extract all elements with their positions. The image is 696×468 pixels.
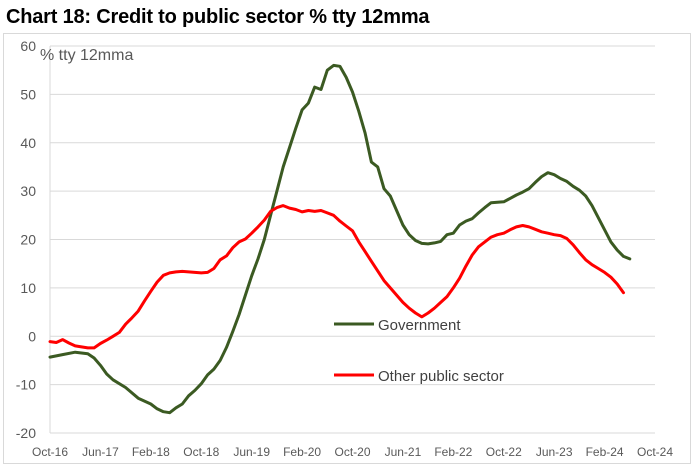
series-line bbox=[48, 63, 632, 415]
x-tick-label: Feb-24 bbox=[586, 445, 624, 459]
y-tick-label: 60 bbox=[20, 38, 36, 54]
y-tick-label: -20 bbox=[16, 425, 36, 441]
x-tick-label: Oct-20 bbox=[334, 445, 370, 459]
y-tick-label: 0 bbox=[28, 328, 36, 344]
x-tick-label: Feb-18 bbox=[132, 445, 170, 459]
x-tick-label: Oct-24 bbox=[637, 445, 673, 459]
legend-label: Other public sector bbox=[378, 368, 504, 385]
title-bar: Chart 18: Credit to public sector % tty … bbox=[0, 0, 696, 32]
x-tick-label: Jun-23 bbox=[536, 445, 573, 459]
y-tick-label: 40 bbox=[20, 135, 36, 151]
series-layer bbox=[48, 63, 632, 415]
y-tick-label: 10 bbox=[20, 280, 36, 296]
y-tick-label: 20 bbox=[20, 232, 36, 248]
chart-title: Chart 18: Credit to public sector % tty … bbox=[6, 6, 430, 28]
y-axis-ticks: 60 50 40 30 20 10 0 -10 -20 bbox=[16, 38, 36, 441]
x-tick-label: Oct-22 bbox=[486, 445, 522, 459]
y-tick-label: 50 bbox=[20, 86, 36, 102]
y-tick-label: -10 bbox=[16, 377, 36, 393]
x-tick-label: Jun-19 bbox=[233, 445, 270, 459]
x-tick-label: Oct-16 bbox=[32, 445, 68, 459]
y-tick-label: 30 bbox=[20, 183, 36, 199]
x-tick-label: Jun-21 bbox=[385, 445, 422, 459]
x-axis-ticks: Oct-16 Jun-17 Feb-18 Oct-18 Jun-19 Feb-20 Oct-… bbox=[32, 445, 673, 459]
series-line bbox=[48, 204, 625, 350]
legend: Government Other public sector bbox=[334, 317, 504, 385]
legend-label: Government bbox=[378, 317, 461, 334]
x-tick-label: Feb-20 bbox=[283, 445, 321, 459]
x-tick-label: Jun-17 bbox=[82, 445, 119, 459]
gridlines bbox=[49, 45, 655, 434]
x-tick-label: Feb-22 bbox=[434, 445, 472, 459]
x-tick-label: Oct-18 bbox=[183, 445, 219, 459]
unit-label: % tty 12mma bbox=[40, 47, 133, 64]
